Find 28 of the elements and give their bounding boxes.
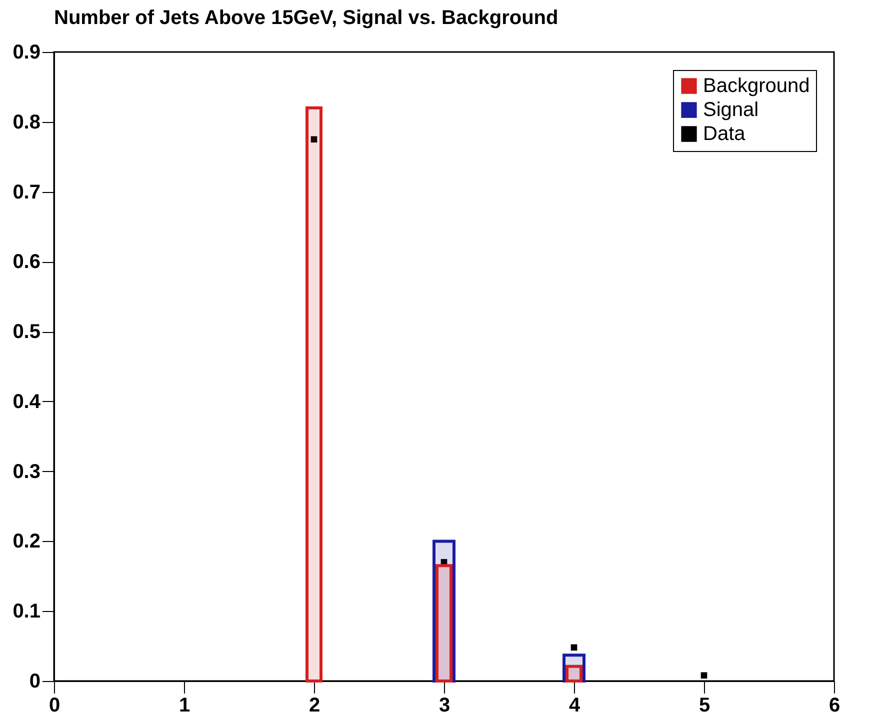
y-tick-label: 0.4 [12,390,42,413]
y-tick-label: 0.7 [12,181,40,204]
x-tick-label: 1 [178,694,190,714]
point [570,644,578,651]
y-tick-label: 0.8 [12,111,40,134]
bar [306,106,322,682]
y-tick-label: 0.3 [12,460,40,483]
y-tick-label: 0.9 [12,42,40,64]
bar [566,664,582,682]
y-tick-label: 0.6 [12,251,40,274]
y-tick-label: 0.1 [12,600,40,623]
point [440,559,448,566]
y-tick-label: 0.5 [12,321,40,344]
legend-label: Background [703,75,810,97]
x-tick-label: 3 [438,694,450,714]
y-tick-label: 0.2 [12,530,40,553]
x-tick-label: 5 [698,694,710,714]
legend-label: Data [703,123,746,145]
legend-label: Signal [703,99,759,121]
x-tick-label: 6 [828,694,840,714]
chart-title: Number of Jets Above 15GeV, Signal vs. Background [54,7,558,29]
x-tick-label: 2 [308,694,320,714]
y-tick-label: 0 [29,670,40,692]
x-tick-label: 4 [568,694,581,714]
point [310,136,318,143]
x-tick-label: 0 [48,694,60,714]
point [700,672,708,679]
bar [436,564,452,682]
